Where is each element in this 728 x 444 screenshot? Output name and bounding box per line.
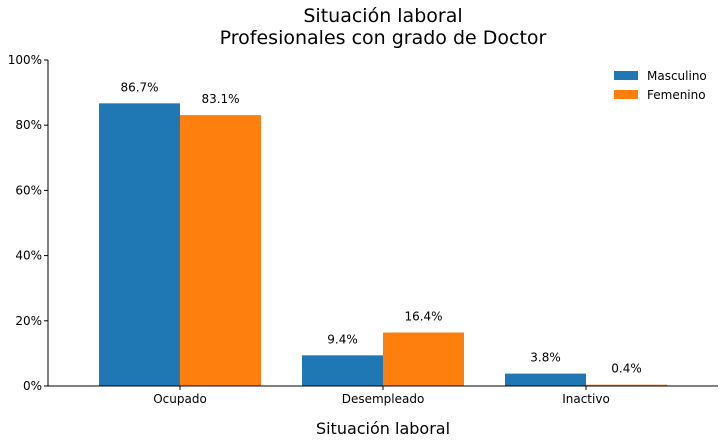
bar-femenino-desempleado xyxy=(383,332,464,386)
x-tick-label: Ocupado xyxy=(153,392,207,406)
chart-subtitle: Profesionales con grado de Doctor xyxy=(220,27,547,49)
data-label: 16.4% xyxy=(404,310,442,324)
y-tick-label: 0% xyxy=(23,379,42,393)
y-tick-label: 40% xyxy=(15,249,42,263)
data-label: 0.4% xyxy=(611,362,642,376)
chart-title: Situación laboral xyxy=(303,5,462,27)
data-label: 9.4% xyxy=(327,332,358,346)
bars xyxy=(99,103,667,387)
legend-label: Masculino xyxy=(647,69,707,83)
x-tick-label: Desempleado xyxy=(342,392,425,406)
y-tick-label: 100% xyxy=(8,53,42,67)
y-tick-label: 80% xyxy=(15,118,42,132)
x-axis: Ocupado Desempleado Inactivo xyxy=(48,385,718,406)
x-axis-title: Situación laboral xyxy=(316,419,450,438)
legend-label: Femenino xyxy=(647,88,706,102)
data-label: 3.8% xyxy=(530,351,561,365)
legend-swatch xyxy=(614,90,638,99)
data-labels: 86.7% 9.4% 3.8% 83.1% 16.4% 0.4% xyxy=(120,80,641,375)
y-axis: 0% 20% 40% 60% 80% 100% xyxy=(8,53,49,393)
bar-femenino-ocupado xyxy=(180,115,261,387)
data-label: 86.7% xyxy=(120,80,158,94)
legend: Masculino Femenino xyxy=(614,69,707,102)
x-tick-label: Inactivo xyxy=(562,392,610,406)
y-tick-label: 60% xyxy=(15,183,42,197)
bar-masculino-inactivo xyxy=(505,373,586,386)
data-label: 83.1% xyxy=(201,92,239,106)
bar-masculino-desempleado xyxy=(302,355,383,386)
legend-swatch xyxy=(614,71,638,80)
bar-femenino-inactivo xyxy=(586,384,667,386)
bar-masculino-ocupado xyxy=(99,103,180,386)
y-tick-label: 20% xyxy=(15,314,42,328)
